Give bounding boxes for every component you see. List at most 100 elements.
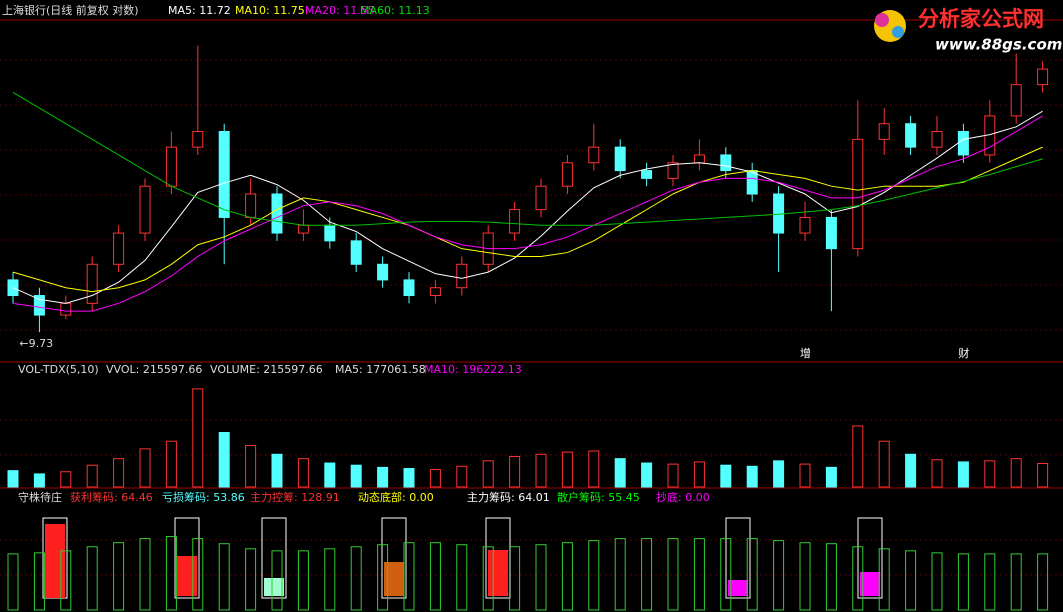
legend-value: 11.13 (398, 4, 430, 17)
candle-body (614, 146, 626, 172)
bar (7, 470, 19, 488)
bar (746, 465, 758, 488)
candle-body (86, 263, 98, 304)
bar (720, 464, 732, 488)
bar (350, 464, 362, 488)
candle-body (297, 224, 309, 234)
bar (825, 466, 837, 488)
bar (878, 440, 890, 488)
legend-entry: MA5: 11.72 (168, 4, 231, 17)
candle-body (271, 193, 283, 234)
bar (86, 546, 98, 611)
candle-body (720, 154, 732, 172)
legend-entry: 获利筹码: 64.46 (70, 490, 153, 504)
candle-body (1037, 68, 1049, 86)
candle-body (139, 185, 151, 234)
bar (1010, 458, 1022, 488)
legend-label: 主力筹码: (467, 490, 518, 504)
legend-value: 0.00 (685, 491, 710, 504)
bar (825, 543, 837, 611)
bar (429, 469, 441, 488)
legend-label: MA5: (335, 363, 366, 376)
legend-label: 抄底: (656, 490, 685, 504)
legend-entry: 亏损筹码: 53.86 (162, 490, 245, 504)
bar (799, 463, 811, 488)
bar (429, 542, 441, 611)
candle-body (350, 240, 362, 265)
bar (271, 453, 283, 488)
bar (245, 445, 257, 488)
bar (271, 550, 283, 611)
legend-value: 64.46 (121, 491, 153, 504)
bar (905, 453, 917, 488)
legend-entry: MA20: 11.55 (305, 4, 375, 17)
candle-body (377, 263, 389, 281)
candle-body (324, 224, 336, 242)
legend-label: 获利筹码: (70, 490, 121, 504)
legend-entry: 主力控筹: 128.91 (250, 490, 340, 504)
bar (456, 544, 468, 611)
legend-value: 177061.58 (366, 363, 426, 376)
legend-entry: VOLUME: 215597.66 (210, 363, 323, 376)
annotation: 增 (800, 346, 811, 360)
bar (86, 464, 98, 488)
bar (931, 552, 943, 611)
bar (482, 460, 494, 488)
bar (60, 550, 72, 611)
logo: 分析家公式网 www.88gs.com (874, 7, 1062, 54)
candle-body (403, 279, 415, 297)
legend-value: 53.86 (213, 491, 245, 504)
candle-body (535, 185, 547, 211)
legend-value: 64.01 (518, 491, 550, 504)
bar (667, 538, 679, 611)
bar (852, 546, 864, 611)
candle-body (60, 302, 72, 316)
bar (350, 546, 362, 611)
bar (60, 471, 72, 488)
bar (139, 448, 151, 488)
candle-body (905, 123, 917, 148)
candle-body (667, 162, 679, 179)
bar (852, 425, 864, 488)
legend-entry: MA10: 196222.13 (424, 363, 522, 376)
candle-body (429, 287, 441, 297)
candle-body (825, 216, 837, 250)
bar (377, 466, 389, 488)
bar (535, 544, 547, 611)
bar (614, 538, 626, 611)
legend-label: MA10: (235, 4, 273, 17)
bar (297, 550, 309, 611)
bar (509, 455, 521, 488)
bar (931, 459, 943, 488)
legend-entry: MA60: 11.13 (360, 4, 430, 17)
legend-label: MA60: (360, 4, 398, 17)
bar (456, 465, 468, 488)
legend-value: 215597.66 (263, 363, 323, 376)
bar (588, 540, 600, 611)
bar (641, 462, 653, 488)
candle-body (588, 146, 600, 164)
candle-body (878, 123, 890, 140)
bar (720, 538, 732, 611)
candle-body (931, 131, 943, 148)
panel-title: VOL-TDX(5,10) (18, 363, 99, 376)
candle-body (33, 295, 45, 316)
legend-entry: MA10: 11.75 (235, 4, 305, 17)
bar (561, 542, 573, 611)
candle-body (7, 279, 19, 297)
candle-body (509, 209, 521, 234)
candle-body (1010, 84, 1022, 117)
bar (218, 543, 230, 611)
bar (588, 450, 600, 488)
marks: ←9.73 增 财 上海银行(日线 前复权 对数) MA5: 11.72 MA10: 11… (2, 3, 1049, 611)
bar (957, 461, 969, 488)
candle-body (245, 193, 257, 218)
bar (984, 460, 996, 488)
candle-body (799, 216, 811, 234)
bar (1010, 553, 1022, 611)
bar (535, 453, 547, 488)
bar (746, 538, 758, 611)
bar (773, 460, 785, 488)
ma-line (12, 115, 1043, 312)
